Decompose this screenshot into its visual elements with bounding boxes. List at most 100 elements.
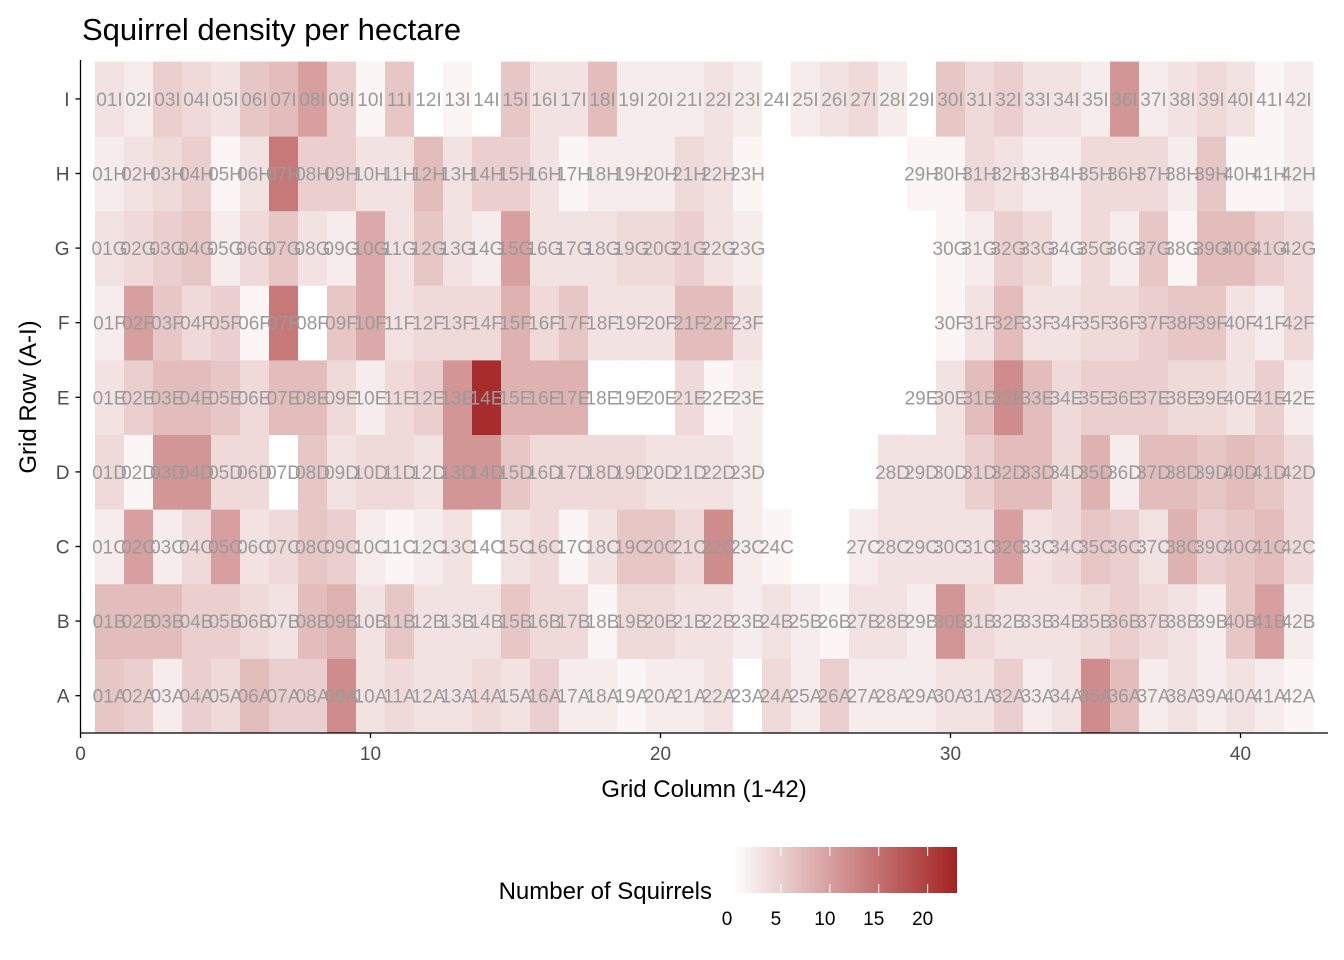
heatmap-cell-39H [1197, 136, 1227, 212]
cell-label-12B: 12B [412, 612, 446, 633]
cell-label-03B: 03B [151, 612, 185, 633]
heatmap-cell-06F [240, 285, 270, 361]
heatmap-cell-32B [994, 583, 1024, 659]
cell-label-07E: 07E [267, 388, 301, 409]
heatmap-cell-37E [1139, 360, 1169, 435]
heatmap-cell-32I [994, 61, 1024, 137]
heatmap-cell-28I [878, 61, 908, 137]
heatmap-cell-13B [443, 583, 473, 659]
heatmap-cell-03I [153, 61, 183, 137]
cell-label-27B: 27B [847, 612, 881, 633]
heatmap-cell-03E [153, 360, 183, 435]
heatmap-cell-18E [588, 360, 618, 435]
cell-label-02E: 02E [122, 388, 156, 409]
heatmap-cell-33C [1023, 509, 1053, 585]
x-tick-label-40: 40 [1230, 744, 1251, 765]
cell-label-19I: 19I [618, 90, 644, 111]
heatmap-cell-07A [269, 658, 299, 734]
heatmap-cell-16D [530, 434, 560, 510]
cell-label-39H: 39H [1194, 165, 1229, 186]
heatmap-cell-10A [356, 658, 386, 734]
cell-label-35E: 35E [1079, 388, 1113, 409]
heatmap-cell-14G [472, 210, 502, 286]
heatmap-cell-38A [1168, 658, 1198, 734]
cell-label-05C: 05C [208, 538, 243, 559]
cell-label-19G: 19G [614, 239, 650, 260]
cell-label-16B: 16B [528, 612, 562, 633]
cell-label-13C: 13C [440, 538, 475, 559]
cell-label-08H: 08H [295, 165, 330, 186]
cell-label-14C: 14C [469, 538, 504, 559]
heatmap-cell-06G [240, 210, 270, 286]
cell-label-29C: 29C [904, 538, 939, 559]
heatmap-cell-34F [1052, 285, 1082, 361]
cell-label-15E: 15E [499, 388, 533, 409]
cell-label-25B: 25B [789, 612, 823, 633]
cell-label-14I: 14I [473, 90, 499, 111]
heatmap-cell-09E [327, 360, 357, 435]
heatmap-cell-37C [1139, 509, 1169, 585]
heatmap-cell-35I [1081, 61, 1111, 137]
cell-label-03A: 03A [151, 687, 185, 708]
heatmap-cell-17G [559, 210, 589, 286]
cell-label-04I: 04I [183, 90, 209, 111]
cell-label-20D: 20D [643, 463, 678, 484]
heatmap-cell-41I [1255, 61, 1285, 137]
heatmap-cell-38E [1168, 360, 1198, 435]
heatmap-cell-20G [646, 210, 676, 286]
heatmap-cell-02E [124, 360, 154, 435]
legend-tick-label-5: 5 [771, 909, 782, 930]
heatmap-cell-31H [965, 136, 995, 212]
heatmap-cell-12H [414, 136, 444, 212]
heatmap-cell-05G [211, 210, 241, 286]
heatmap-cell-03G [153, 210, 183, 286]
heatmap-cell-39I [1197, 61, 1227, 137]
heatmap-cell-30G [936, 210, 966, 286]
heatmap-cell-40I [1226, 61, 1256, 137]
heatmap-cell-05F [211, 285, 241, 361]
heatmap-cell-42I [1284, 61, 1314, 137]
heatmap-cell-29I [907, 61, 937, 137]
cell-label-11F: 11F [384, 314, 415, 335]
x-tick-label-0: 0 [75, 744, 86, 765]
cell-label-01H: 01H [92, 165, 127, 186]
cell-label-07I: 07I [270, 90, 296, 111]
cell-label-37H: 37H [1136, 165, 1171, 186]
heatmap-cell-14B [472, 583, 502, 659]
heatmap-cell-38F [1168, 285, 1198, 361]
heatmap-cell-23B [733, 583, 763, 659]
cell-label-42A: 42A [1282, 687, 1316, 708]
cell-label-04G: 04G [179, 239, 215, 260]
heatmap-cell-07B [269, 583, 299, 659]
heatmap-cell-19F [617, 285, 647, 361]
heatmap-cell-36D [1110, 434, 1140, 510]
cell-label-17I: 17I [560, 90, 586, 111]
heatmap-cell-40F [1226, 285, 1256, 361]
heatmap-cell-16B [530, 583, 560, 659]
heatmap-cell-38C [1168, 509, 1198, 585]
cell-label-01E: 01E [93, 388, 127, 409]
heatmap-cell-14F [472, 285, 502, 361]
cell-label-18D: 18D [585, 463, 620, 484]
cell-label-27C: 27C [846, 538, 881, 559]
cell-label-09A: 09A [325, 687, 359, 708]
cell-label-04H: 04H [179, 165, 214, 186]
cell-label-14A: 14A [470, 687, 504, 708]
heatmap-cell-01G [95, 210, 125, 286]
heatmap-cell-11F [385, 285, 415, 361]
heatmap-cell-36G [1110, 210, 1140, 286]
cell-label-16F: 16F [528, 314, 561, 335]
heatmap-cell-29B [907, 583, 937, 659]
heatmap-cell-04H [182, 136, 212, 212]
cell-label-13I: 13I [444, 90, 470, 111]
cell-label-36G: 36G [1107, 239, 1143, 260]
cell-label-38B: 38B [1166, 612, 1200, 633]
cell-label-15C: 15C [498, 538, 533, 559]
heatmap-cell-16G [530, 210, 560, 286]
heatmap-cell-04E [182, 360, 212, 435]
heatmap-cell-40D [1226, 434, 1256, 510]
cell-label-11H: 11H [383, 165, 416, 186]
cell-label-41H: 41H [1252, 165, 1287, 186]
cell-label-16E: 16E [528, 388, 562, 409]
heatmap-cell-42F [1284, 285, 1314, 361]
